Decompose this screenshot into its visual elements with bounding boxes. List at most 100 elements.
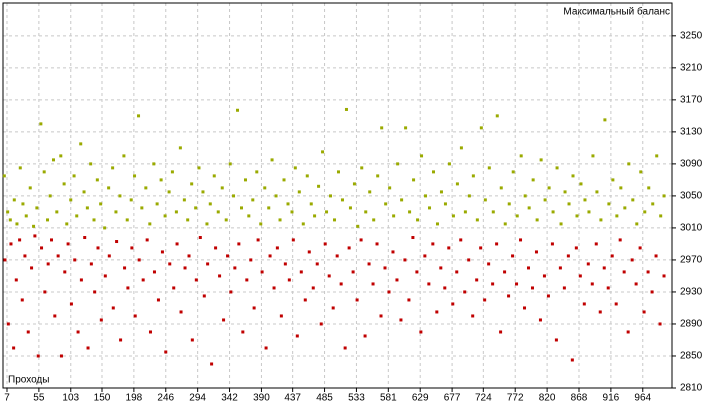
point: [335, 254, 339, 258]
point: [511, 254, 515, 258]
point: [270, 158, 274, 162]
x-tick-label: 437: [284, 393, 301, 404]
point: [155, 202, 159, 206]
point: [18, 238, 22, 242]
point: [483, 298, 487, 302]
point: [174, 210, 178, 214]
point: [623, 206, 627, 210]
point: [395, 278, 399, 282]
point: [400, 198, 404, 202]
point: [15, 222, 19, 226]
point: [210, 362, 214, 366]
point: [527, 206, 531, 210]
point: [451, 214, 455, 218]
point: [419, 330, 423, 334]
point: [82, 190, 86, 194]
point: [479, 126, 483, 130]
point: [431, 170, 435, 174]
point: [148, 222, 152, 226]
x-tick-label: 55: [33, 393, 45, 404]
point: [575, 214, 579, 218]
point: [654, 254, 658, 258]
point: [194, 206, 198, 210]
point: [583, 198, 587, 202]
point: [164, 350, 168, 354]
point: [607, 202, 611, 206]
point: [546, 294, 550, 298]
point: [348, 206, 352, 210]
y-tick-label: 3050: [680, 191, 703, 202]
point: [534, 250, 538, 254]
point: [236, 108, 240, 112]
point: [12, 198, 16, 202]
point: [133, 174, 137, 178]
point: [347, 246, 351, 250]
point: [99, 202, 103, 206]
point: [363, 334, 367, 338]
point: [311, 286, 315, 290]
point: [651, 202, 655, 206]
x-tick-label: 629: [412, 393, 429, 404]
point: [301, 222, 305, 226]
point: [411, 236, 415, 240]
point: [428, 206, 432, 210]
point: [129, 198, 133, 202]
point: [208, 202, 212, 206]
point: [229, 290, 233, 294]
point: [237, 242, 241, 246]
point: [443, 286, 447, 290]
point: [119, 338, 123, 342]
point: [268, 254, 272, 258]
x-tick-label: 916: [603, 393, 620, 404]
point: [65, 222, 69, 226]
point: [8, 218, 12, 222]
point: [503, 270, 507, 274]
point: [93, 290, 97, 294]
point: [387, 290, 391, 294]
point: [351, 270, 355, 274]
point: [379, 314, 383, 318]
point: [559, 222, 563, 226]
point: [95, 178, 99, 182]
point: [610, 254, 614, 258]
x-tick-label: 342: [221, 393, 238, 404]
point: [14, 278, 18, 282]
point: [519, 154, 523, 158]
point: [590, 282, 594, 286]
point: [507, 294, 511, 298]
point: [32, 224, 36, 228]
point: [611, 178, 615, 182]
y-tick-label: 2850: [680, 351, 703, 362]
point: [415, 270, 419, 274]
point: [18, 166, 22, 170]
point: [550, 242, 554, 246]
point: [424, 194, 428, 198]
point: [178, 146, 182, 150]
point: [152, 270, 156, 274]
point: [344, 107, 348, 111]
point: [152, 162, 156, 166]
point: [321, 150, 325, 154]
point: [355, 298, 359, 302]
x-tick-label: 198: [126, 393, 143, 404]
point: [259, 222, 263, 226]
point: [216, 210, 220, 214]
point: [23, 254, 27, 258]
point: [263, 186, 267, 190]
point: [214, 246, 218, 250]
point: [634, 282, 638, 286]
point: [427, 282, 431, 286]
point: [622, 270, 626, 274]
point: [495, 114, 499, 118]
point: [145, 238, 149, 242]
point: [53, 314, 57, 318]
x-tick-label: 772: [507, 393, 524, 404]
point: [563, 190, 567, 194]
point: [567, 202, 571, 206]
x-tick-label: 103: [62, 393, 79, 404]
point: [467, 194, 471, 198]
point: [272, 286, 276, 290]
x-tick-label: 485: [316, 393, 333, 404]
point: [260, 270, 264, 274]
point: [523, 194, 527, 198]
